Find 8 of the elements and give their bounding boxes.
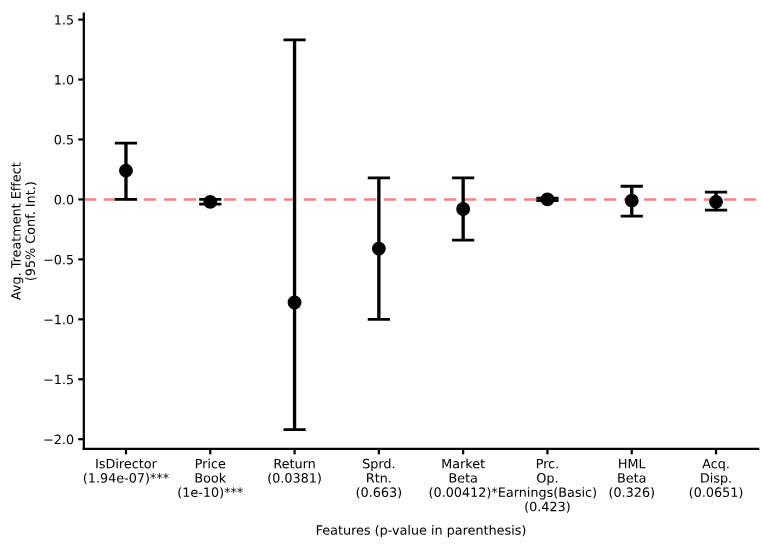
point: [624, 193, 639, 208]
point: [119, 163, 133, 178]
point: [203, 194, 218, 209]
point: [709, 194, 723, 209]
point: [456, 202, 471, 216]
point: [287, 295, 302, 310]
point: [540, 192, 555, 207]
point: [371, 241, 386, 256]
